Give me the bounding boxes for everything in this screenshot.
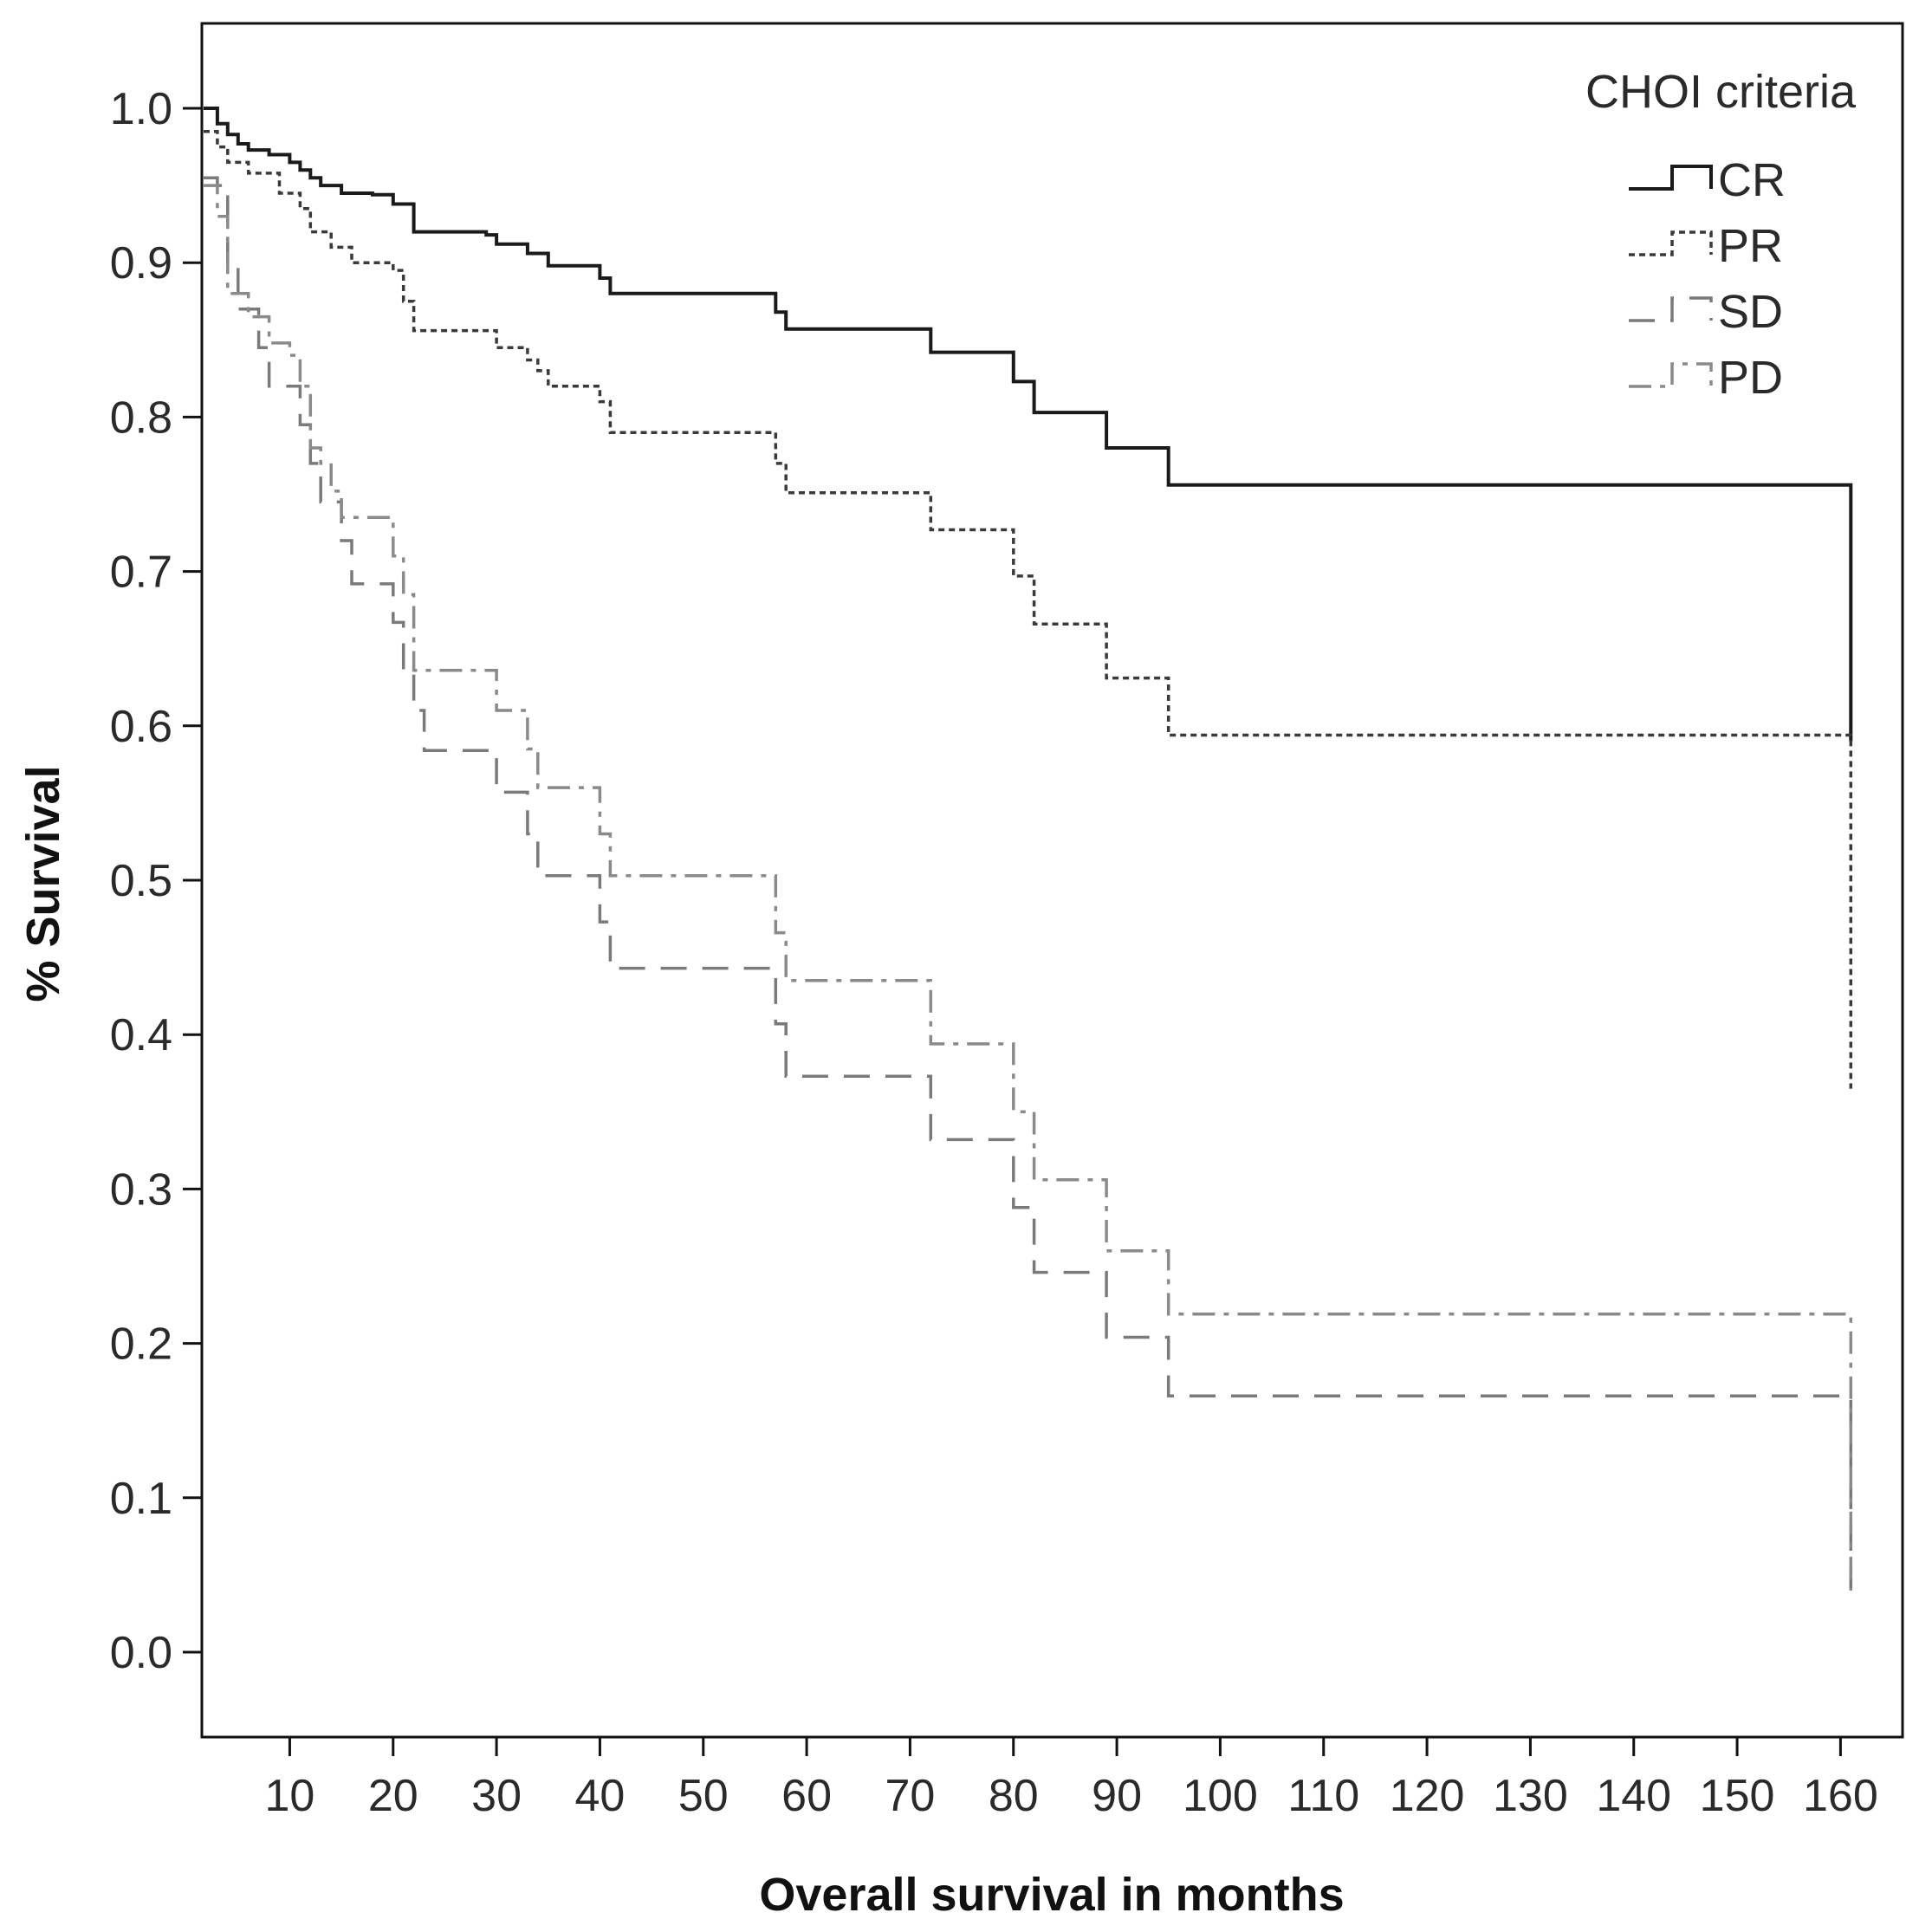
x-tick-label: 70 xyxy=(885,1771,935,1821)
x-tick-label: 110 xyxy=(1287,1771,1359,1821)
legend-swatch-sd xyxy=(1629,296,1713,322)
x-tick-label: 100 xyxy=(1183,1771,1258,1821)
series-line-cr xyxy=(204,107,1853,742)
x-tick-label: 120 xyxy=(1390,1771,1465,1821)
y-axis-title: % Survival xyxy=(17,765,69,1002)
x-tick-label: 10 xyxy=(265,1771,315,1821)
legend-label-cr: CR xyxy=(1718,154,1786,206)
legend-items: CR PR SD PD xyxy=(1629,154,1786,404)
y-tick-label: 0.8 xyxy=(110,392,172,443)
legend-swatch-cr xyxy=(1629,165,1713,191)
legend: CHOI criteria CR PR SD PD xyxy=(1585,66,1857,404)
x-tick-label: 30 xyxy=(471,1771,522,1821)
x-tick-label: 40 xyxy=(575,1771,626,1821)
legend-swatch-pd xyxy=(1629,362,1713,388)
y-tick-label: 0.0 xyxy=(110,1628,172,1678)
y-axis: 0.0 0.1 0.2 0.3 0.4 0.5 0.6 0.7 0.8 0.9 1.0 xyxy=(110,84,202,1678)
x-tick-label: 90 xyxy=(1092,1771,1142,1821)
legend-label-pd: PD xyxy=(1718,352,1783,404)
y-tick-label: 0.2 xyxy=(110,1319,172,1370)
x-tick-label: 150 xyxy=(1700,1771,1775,1821)
y-tick-label: 0.3 xyxy=(110,1164,172,1215)
y-tick-label: 0.5 xyxy=(110,856,172,906)
series-line-pd xyxy=(204,184,1853,1591)
y-tick-label: 0.9 xyxy=(110,238,172,289)
x-tick-label: 140 xyxy=(1596,1771,1671,1821)
x-tick-label: 20 xyxy=(368,1771,418,1821)
series-line-sd xyxy=(204,176,1853,1591)
y-tick-label: 1.0 xyxy=(110,84,172,134)
x-axis: 10 20 30 40 50 60 70 80 90 100 110 120 130 140 150 160 xyxy=(265,1737,1878,1821)
series-lines xyxy=(204,107,1853,1591)
x-axis-title: Overall survival in months xyxy=(759,1869,1344,1921)
legend-label-pr: PR xyxy=(1718,220,1783,272)
y-tick-label: 0.4 xyxy=(110,1010,172,1060)
x-tick-label: 50 xyxy=(678,1771,729,1821)
x-tick-label: 60 xyxy=(781,1771,832,1821)
legend-swatch-pr xyxy=(1629,230,1713,256)
legend-label-sd: SD xyxy=(1718,286,1783,338)
legend-title: CHOI criteria xyxy=(1585,66,1857,118)
y-tick-label: 0.6 xyxy=(110,702,172,752)
y-tick-label: 0.1 xyxy=(110,1474,172,1524)
x-tick-label: 130 xyxy=(1493,1771,1568,1821)
x-tick-label: 160 xyxy=(1803,1771,1878,1821)
x-tick-label: 80 xyxy=(989,1771,1039,1821)
y-tick-label: 0.7 xyxy=(110,548,172,598)
